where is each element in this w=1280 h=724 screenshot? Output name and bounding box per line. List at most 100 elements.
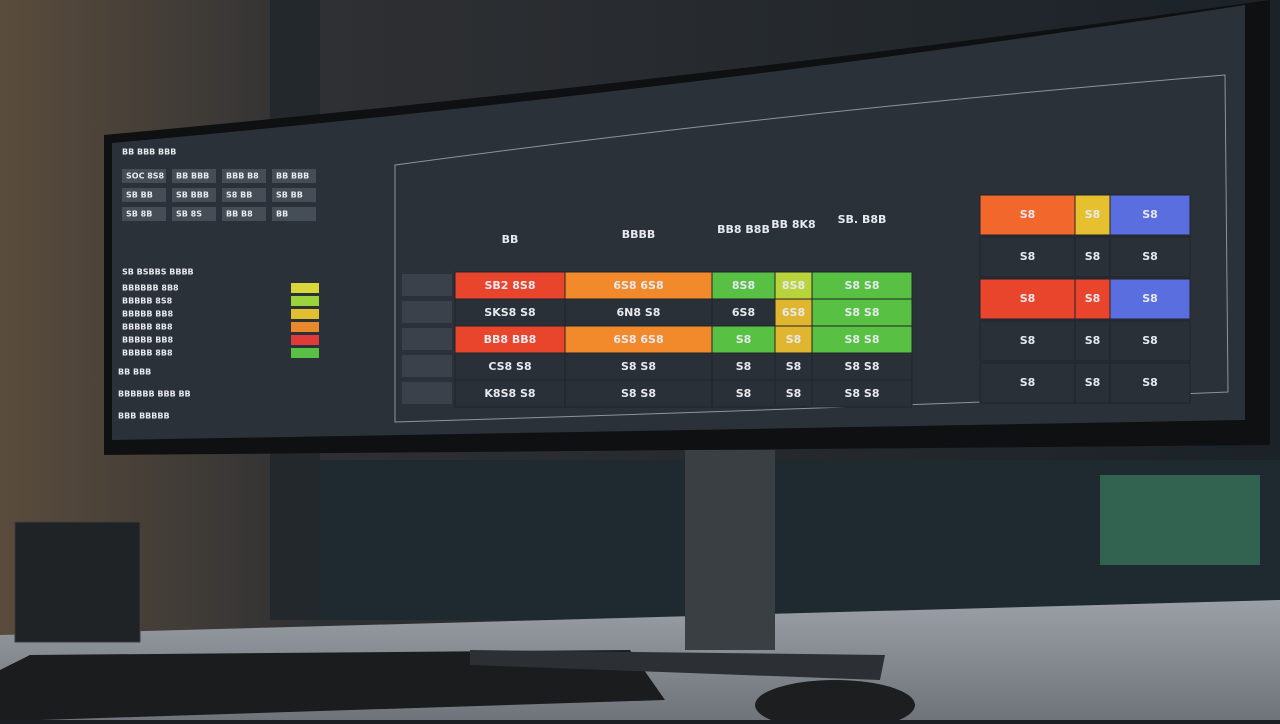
background-screen [1100, 475, 1260, 565]
status-tag [291, 296, 319, 306]
button-label: BB [276, 210, 288, 219]
cell-text: SKS8 S8 [484, 306, 535, 319]
cell-text: S8 [1085, 376, 1101, 389]
status-tag [291, 309, 319, 319]
cell-text: S8 [1142, 250, 1158, 263]
list-row: BBBBBB 8B8 [122, 284, 179, 293]
cell-text: S8 S8 [621, 387, 656, 400]
column-header: BB 8K8 [771, 218, 815, 231]
button[interactable] [172, 207, 216, 221]
button[interactable] [222, 207, 266, 221]
cell-text: S8 [1142, 334, 1158, 347]
list-title: SB BSBBS BBBB [122, 268, 194, 277]
table-cell [1109, 236, 1191, 278]
table-cell [979, 320, 1076, 362]
button-label: SB BB [126, 191, 153, 200]
button-label: BB B8 [226, 210, 253, 219]
list-row: BBBBB BB8 [122, 310, 173, 319]
button-label: S8 BB [226, 191, 252, 200]
cell-text: S8 S8 [845, 306, 880, 319]
table-cell [1109, 194, 1191, 236]
cell-text: S8 [786, 360, 802, 373]
cell-text: S8 [1020, 334, 1036, 347]
cell-text: 8S8 [782, 279, 805, 292]
cell-text: S8 S8 [845, 279, 880, 292]
pen-cup [14, 521, 141, 643]
footer-text: BBBBBB BBB BB [118, 390, 191, 399]
keyboard [0, 650, 665, 720]
table-cell [774, 325, 813, 354]
button[interactable] [272, 169, 316, 183]
table-cell [774, 379, 813, 408]
footer-text: BB BBB [118, 368, 151, 377]
cell-text: 6S8 6S8 [613, 279, 663, 292]
row-marker [402, 355, 452, 377]
cell-text: S8 [1020, 376, 1036, 389]
table-cell [564, 352, 713, 381]
row-marker [402, 274, 452, 296]
cell-text: K8S8 S8 [484, 387, 535, 400]
column-header: BB8 B8B [717, 223, 770, 236]
monitor-stand [685, 450, 775, 650]
button[interactable] [222, 188, 266, 202]
table-cell [454, 379, 566, 408]
row-marker [402, 328, 452, 350]
table-cell [1074, 278, 1111, 320]
table-cell [1109, 320, 1191, 362]
table-cell [1074, 236, 1111, 278]
table-cell [1074, 320, 1111, 362]
monitor-base [470, 650, 885, 680]
table-cell [811, 325, 913, 354]
cell-text: S8 [1020, 208, 1036, 221]
button-label: SOC 8S8 [126, 172, 165, 181]
cell-text: 6S8 [782, 306, 805, 319]
cell-text: S8 [1085, 334, 1101, 347]
list-row: BBBBB 8S8 [122, 297, 173, 306]
button-label: BB BBB [176, 172, 209, 181]
table-cell [454, 325, 566, 354]
button[interactable] [122, 207, 166, 221]
cell-text: 6S8 [732, 306, 755, 319]
table-cell [979, 194, 1076, 236]
cell-text: BB8 BB8 [484, 333, 537, 346]
button[interactable] [272, 207, 316, 221]
cell-text: S8 [736, 360, 752, 373]
table-frame [394, 74, 1229, 423]
table-cell [711, 298, 776, 327]
status-tag [291, 283, 319, 293]
button-label: SB BB [276, 191, 303, 200]
cell-text: S8 [1085, 250, 1101, 263]
button[interactable] [222, 169, 266, 183]
button[interactable] [172, 188, 216, 202]
cell-text: S8 S8 [845, 387, 880, 400]
table-cell [1109, 362, 1191, 404]
button[interactable] [172, 169, 216, 183]
cell-text: S8 [736, 333, 752, 346]
cell-text: 6N8 S8 [617, 306, 661, 319]
button-label: BBB B8 [226, 172, 259, 181]
button[interactable] [272, 188, 316, 202]
cell-text: SB2 8S8 [484, 279, 535, 292]
cell-text: S8 S8 [621, 360, 656, 373]
cell-text: S8 [1020, 292, 1036, 305]
column-header: BBBB [622, 228, 656, 241]
cell-text: S8 S8 [845, 333, 880, 346]
status-tag [291, 322, 319, 332]
cell-text: S8 [786, 387, 802, 400]
cell-text: 6S8 6S8 [613, 333, 663, 346]
cell-text: S8 [1085, 292, 1101, 305]
table-cell [564, 271, 713, 300]
button-label: SB 8S [176, 210, 202, 219]
table-cell [564, 298, 713, 327]
button-label: BB BBB [276, 172, 309, 181]
button[interactable] [122, 188, 166, 202]
button[interactable] [122, 169, 166, 183]
cell-text: S8 [786, 333, 802, 346]
table-cell [1074, 194, 1111, 236]
cell-text: S8 [1020, 250, 1036, 263]
table-cell [1109, 278, 1191, 320]
row-marker [402, 301, 452, 323]
cell-text: S8 [1142, 376, 1158, 389]
table-cell [811, 298, 913, 327]
